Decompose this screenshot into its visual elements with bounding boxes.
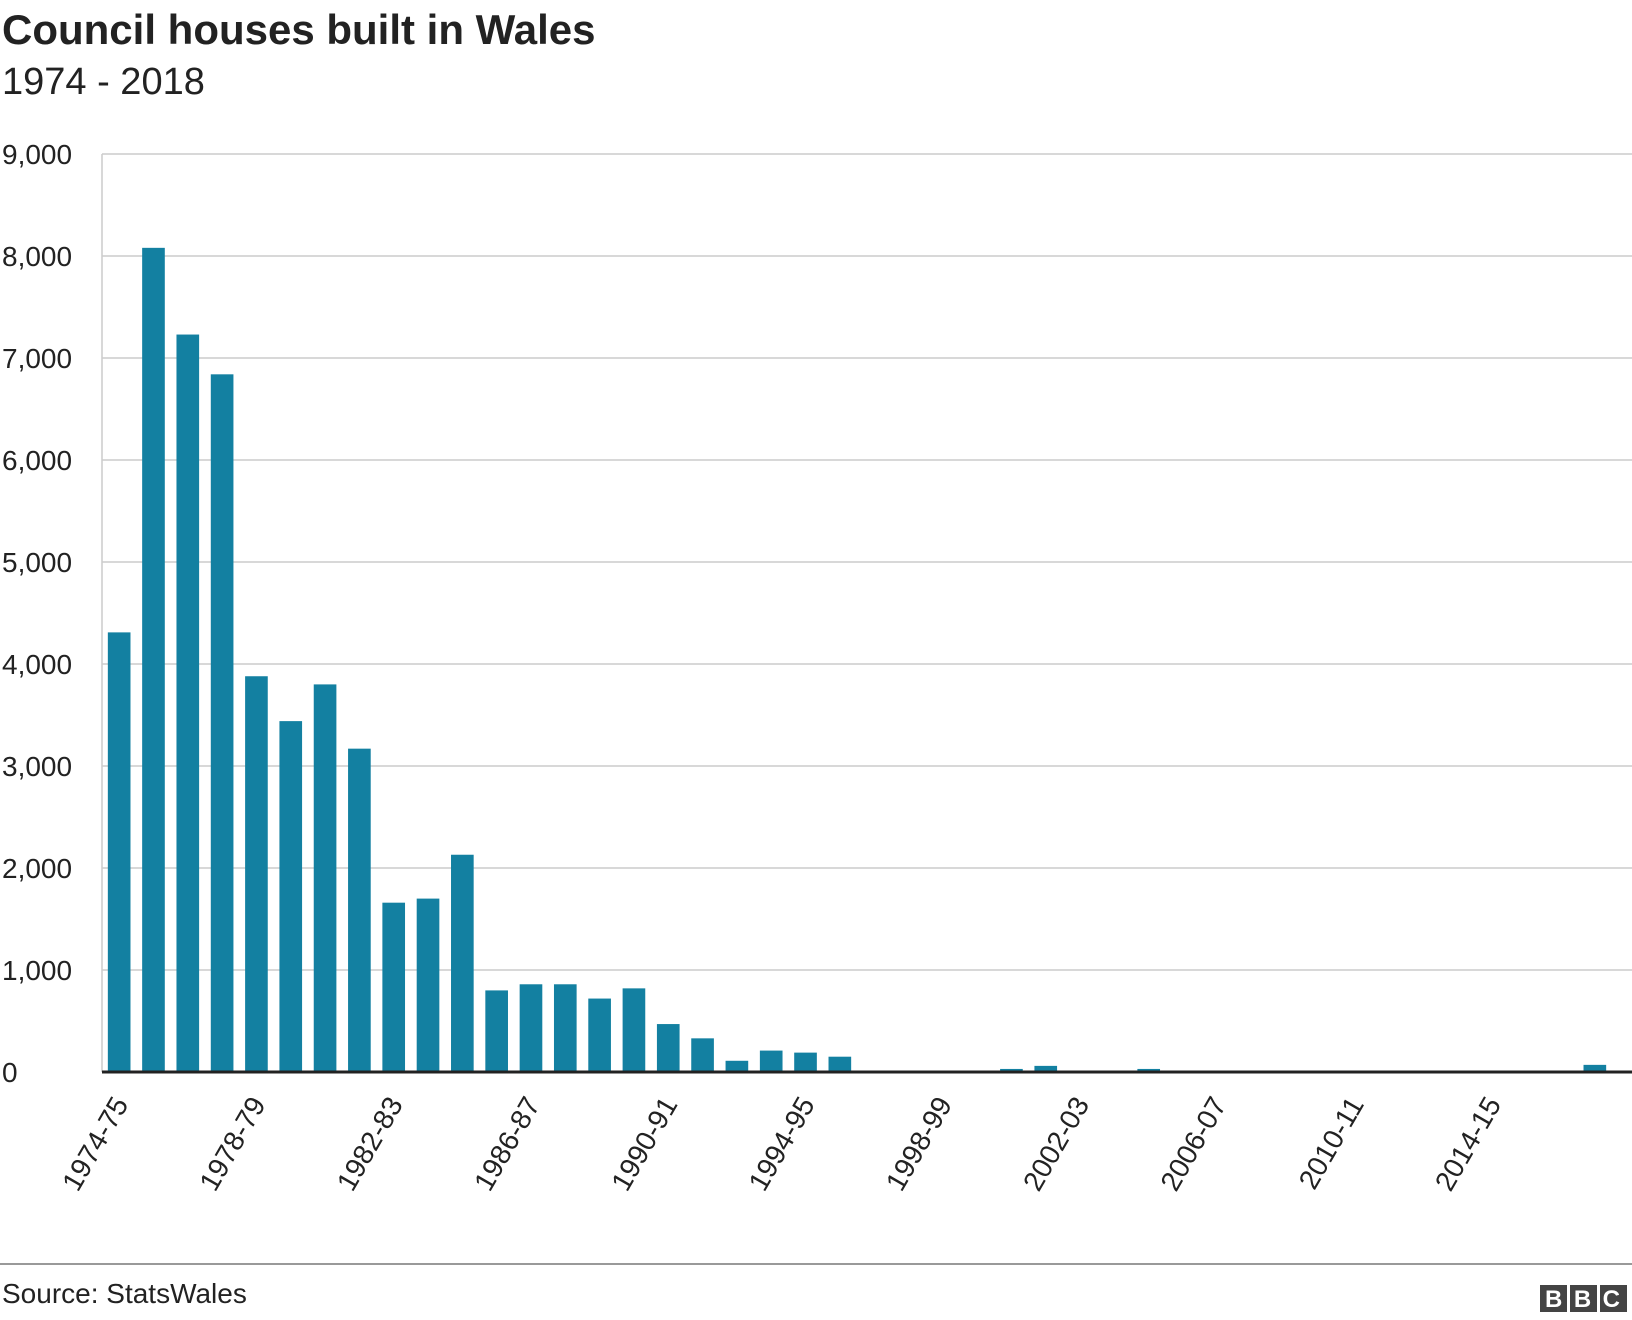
x-tick-label: 1994-95 xyxy=(742,1092,820,1196)
bar xyxy=(588,998,611,1072)
bar xyxy=(107,632,131,1072)
bar xyxy=(176,334,200,1072)
logo-box xyxy=(1540,1285,1567,1312)
x-tick-label: 2010-11 xyxy=(1293,1092,1370,1195)
bar xyxy=(348,748,371,1072)
bar xyxy=(485,990,508,1072)
bar xyxy=(1000,1068,1023,1072)
bar xyxy=(794,1052,817,1072)
x-tick-label: 1990-91 xyxy=(605,1092,683,1196)
bar xyxy=(1034,1065,1058,1072)
bar xyxy=(382,902,406,1072)
bar xyxy=(725,1060,749,1072)
bar xyxy=(416,898,440,1072)
bar xyxy=(245,676,268,1072)
logo: BBC xyxy=(1540,1285,1632,1313)
bar xyxy=(828,1056,852,1072)
chart-title: Council houses built in Wales xyxy=(2,6,596,53)
bar xyxy=(1137,1068,1161,1072)
y-tick-label: 8,000 xyxy=(2,241,72,272)
bar xyxy=(759,1050,783,1072)
bar xyxy=(622,988,646,1072)
bar xyxy=(656,1024,680,1072)
bar xyxy=(519,984,543,1072)
x-tick-label: 1978-79 xyxy=(193,1092,271,1196)
x-tick-label: 1998-99 xyxy=(880,1092,958,1196)
bar xyxy=(210,374,234,1072)
y-tick-label: 2,000 xyxy=(2,853,72,884)
bar xyxy=(142,247,165,1073)
bar xyxy=(451,854,474,1072)
x-tick-label: 1974-75 xyxy=(56,1092,134,1196)
x-tick-label: 2006-07 xyxy=(1154,1092,1232,1196)
bar xyxy=(313,684,337,1072)
x-tick-label: 1986-87 xyxy=(468,1092,546,1196)
y-tick-label: 0 xyxy=(2,1057,18,1088)
y-tick-label: 1,000 xyxy=(2,955,72,986)
logo-box xyxy=(1570,1285,1597,1312)
bar xyxy=(279,721,303,1072)
source: Source: StatsWales xyxy=(2,1278,247,1309)
y-tick-label: 4,000 xyxy=(2,649,72,680)
x-tick-label: 2014-15 xyxy=(1429,1092,1507,1196)
y-tick-label: 9,000 xyxy=(2,139,72,170)
x-tick-label: 2002-03 xyxy=(1017,1092,1095,1196)
bar xyxy=(691,1038,714,1072)
x-tick-label: 1982-83 xyxy=(331,1092,409,1196)
bar xyxy=(553,984,577,1072)
chart-subtitle: 1974 - 2018 xyxy=(2,61,205,103)
y-tick-label: 5,000 xyxy=(2,547,72,578)
logo-box xyxy=(1600,1285,1627,1312)
logo-text: BBC xyxy=(1545,1286,1632,1313)
y-tick-label: 6,000 xyxy=(2,445,72,476)
y-tick-label: 3,000 xyxy=(2,751,72,782)
y-tick-label: 7,000 xyxy=(2,343,72,374)
bar xyxy=(1583,1064,1607,1072)
